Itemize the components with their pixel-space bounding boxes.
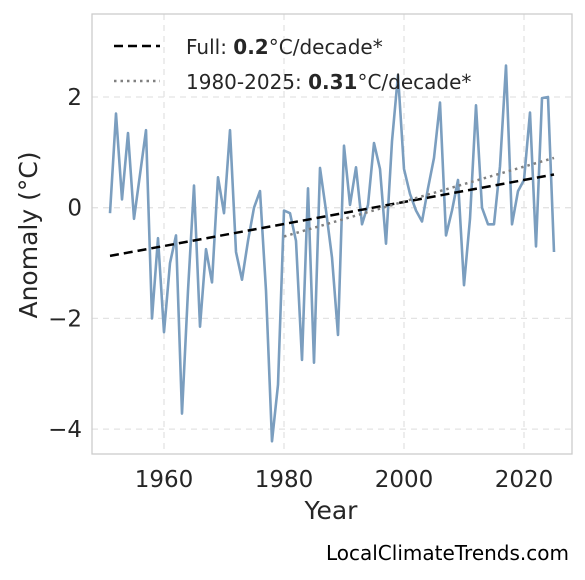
y-tick-label: 2 xyxy=(67,85,82,111)
legend-full-prefix: Full: xyxy=(186,35,233,59)
legend-recent-value: 0.31 xyxy=(308,70,357,94)
credit-text: LocalClimateTrends.com xyxy=(326,541,569,565)
series-layer xyxy=(108,64,556,443)
y-tick-label: −4 xyxy=(48,417,82,443)
recent-trend-line xyxy=(283,156,555,238)
anomaly-series-line xyxy=(108,64,556,443)
full-trend-line xyxy=(109,173,555,258)
legend-entry-full: Full: 0.2°C/decade* xyxy=(186,35,383,59)
plot-frame xyxy=(91,13,573,455)
tick-labels: 1960 1980 2000 2020 −4 −2 0 2 xyxy=(48,85,553,493)
legend-full-value: 0.2 xyxy=(233,35,268,59)
x-tick-label: 2020 xyxy=(495,467,554,493)
legend-recent-prefix: 1980-2025: xyxy=(186,70,308,94)
x-tick-label: 2000 xyxy=(375,467,434,493)
y-axis-title: Anomaly (°C) xyxy=(14,151,43,318)
legend-recent-suffix: °C/decade* xyxy=(357,70,471,94)
x-tick-label: 1960 xyxy=(135,467,194,493)
x-tick-label: 1980 xyxy=(255,467,314,493)
legend-full-suffix: °C/decade* xyxy=(269,35,383,59)
x-axis-title: Year xyxy=(304,496,359,525)
y-tick-label: 0 xyxy=(67,196,82,222)
legend-entry-recent: 1980-2025: 0.31°C/decade* xyxy=(186,70,471,94)
y-tick-label: −2 xyxy=(48,306,82,332)
legend: Full: 0.2°C/decade* 1980-2025: 0.31°C/de… xyxy=(114,35,471,94)
